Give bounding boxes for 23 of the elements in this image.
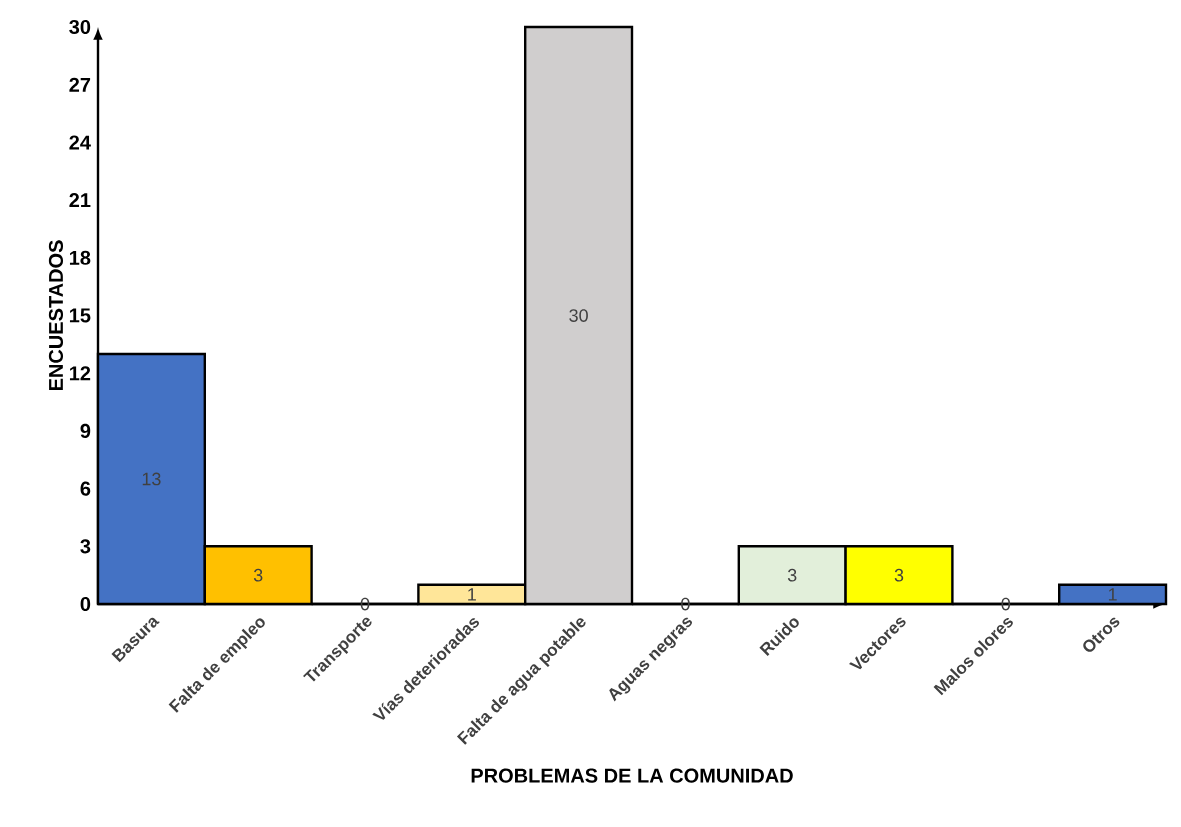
y-tick-label: 30 bbox=[69, 19, 91, 35]
y-tick-label: 24 bbox=[69, 135, 91, 150]
y-tick-label: 27 bbox=[69, 77, 91, 92]
data-label: 13 bbox=[142, 472, 161, 486]
y-tick-label: 6 bbox=[80, 481, 91, 496]
data-label: 0 bbox=[1001, 597, 1011, 611]
y-tick-label: 0 bbox=[80, 596, 91, 612]
y-tick-label: 3 bbox=[80, 539, 91, 554]
data-label: 0 bbox=[360, 597, 370, 611]
data-label: 0 bbox=[681, 597, 690, 611]
data-label: 3 bbox=[787, 568, 797, 582]
y-tick-label: 15 bbox=[69, 308, 91, 323]
x-axis-title: PROBLEMAS DE LA COMUNIDAD bbox=[471, 768, 793, 783]
data-label: 3 bbox=[253, 568, 263, 582]
data-label: 1 bbox=[1108, 588, 1117, 601]
y-axis-title: ENCUESTADOS bbox=[48, 240, 64, 391]
data-label: 1 bbox=[468, 588, 476, 601]
data-label: 3 bbox=[894, 568, 904, 582]
y-tick-label: 9 bbox=[80, 423, 91, 438]
y-tick-label: 18 bbox=[69, 250, 91, 265]
y-tick-label: 21 bbox=[69, 193, 91, 208]
y-tick-label: 12 bbox=[69, 366, 91, 381]
data-label: 30 bbox=[569, 309, 588, 322]
